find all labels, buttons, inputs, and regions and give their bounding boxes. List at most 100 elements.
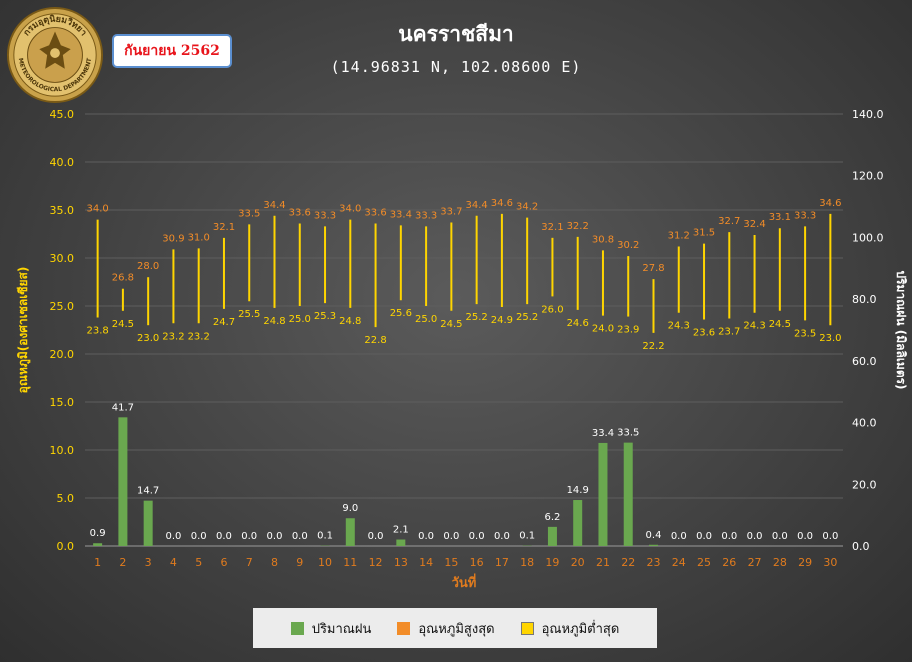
tmin-value-label: 24.0 [592, 324, 614, 335]
x-tick-label: 21 [596, 556, 610, 569]
x-tick-label: 25 [697, 556, 711, 569]
rain-bar [547, 526, 557, 546]
legend-item-tmax: อุณหภูมิสูงสุด [397, 618, 495, 639]
left-tick-label: 5.0 [57, 492, 75, 505]
tmin-value-label: 24.7 [213, 317, 235, 328]
rain-bars [93, 417, 658, 546]
tmax-value-label: 32.1 [541, 222, 563, 233]
legend-label-tmin: อุณหภูมิต่ำสุด [541, 621, 620, 637]
tmax-value-label: 34.6 [491, 198, 513, 209]
rain-value-label: 6.2 [544, 512, 560, 523]
tmax-value-label: 33.3 [415, 210, 437, 221]
tmax-value-label: 32.7 [718, 216, 740, 227]
legend-label-tmax: อุณหภูมิสูงสุด [418, 621, 495, 637]
rain-value-label: 0.0 [747, 531, 763, 542]
tmax-value-label: 32.2 [567, 221, 589, 232]
rain-value-label: 0.0 [191, 531, 207, 542]
x-tick-label: 13 [394, 556, 408, 569]
left-axis-label: อุณหภูมิ(องศาเซลเซียส) [16, 267, 31, 394]
rain-value-label: 2.1 [393, 525, 409, 536]
legend-swatch-tmax [397, 621, 411, 635]
legend-item-tmin: อุณหภูมิต่ำสุด [520, 618, 620, 639]
x-tick-label: 18 [520, 556, 534, 569]
x-tick-label: 27 [748, 556, 762, 569]
tmax-value-label: 34.0 [87, 204, 109, 215]
left-tick-label: 10.0 [50, 444, 75, 457]
tmax-value-label: 34.0 [339, 204, 361, 215]
tmax-value-label: 33.6 [364, 207, 386, 218]
rain-value-label: 0.0 [772, 531, 788, 542]
left-tick-label: 0.0 [57, 540, 75, 553]
tmax-value-label: 30.8 [592, 234, 614, 245]
left-tick-label: 45.0 [50, 108, 75, 121]
x-tick-label: 16 [470, 556, 484, 569]
rain-value-label: 33.4 [592, 428, 614, 439]
left-tick-label: 35.0 [50, 204, 75, 217]
x-tick-label: 29 [798, 556, 812, 569]
tmin-value-label: 23.9 [617, 325, 639, 336]
tmin-value-label: 24.5 [440, 319, 462, 330]
tmax-value-label: 30.2 [617, 240, 639, 251]
tmin-value-label: 23.8 [87, 326, 109, 337]
x-tick-label: 5 [195, 556, 202, 569]
tmin-value-label: 25.2 [516, 312, 538, 323]
tmax-value-label: 28.0 [137, 261, 159, 272]
rain-value-label: 0.1 [519, 531, 535, 542]
tmin-value-label: 24.9 [491, 315, 513, 326]
tmin-value-label: 25.0 [289, 314, 311, 325]
temperature-ranges [96, 213, 832, 333]
tmin-value-label: 23.0 [819, 333, 841, 344]
right-tick-label: 60.0 [852, 355, 877, 368]
tmin-value-label: 25.2 [466, 312, 488, 323]
tmin-value-label: 25.6 [390, 308, 412, 319]
rain-value-label: 0.0 [443, 531, 459, 542]
x-tick-label: 20 [571, 556, 585, 569]
tmax-value-label: 32.4 [743, 219, 765, 230]
legend-swatch-rain [290, 621, 304, 635]
tmax-value-label: 34.2 [516, 202, 538, 213]
chart-title: นครราชสีมา [398, 22, 514, 46]
rain-value-label: 0.0 [696, 531, 712, 542]
rain-value-label: 0.0 [292, 531, 308, 542]
tmax-value-label: 32.1 [213, 222, 235, 233]
tmax-value-label: 33.3 [314, 210, 336, 221]
rain-bar [396, 539, 406, 546]
right-tick-label: 100.0 [852, 231, 884, 244]
right-tick-label: 80.0 [852, 293, 877, 306]
tmax-value-label: 34.6 [819, 198, 841, 209]
tmin-value-label: 24.8 [263, 316, 285, 327]
tmin-value-label: 22.2 [642, 341, 664, 352]
tmax-value-label: 31.2 [668, 230, 690, 241]
rain-value-label: 14.7 [137, 486, 159, 497]
tmin-value-label: 24.6 [567, 318, 589, 329]
tmax-value-label: 31.5 [693, 228, 715, 239]
tmax-value-label: 33.7 [440, 206, 462, 217]
right-tick-label: 140.0 [852, 108, 884, 121]
rain-bar [143, 500, 153, 546]
rain-value-label: 0.0 [494, 531, 510, 542]
rain-value-label: 0.0 [216, 531, 232, 542]
tmd-logo: กรมอุตุนิยมวิทยา METEOROLOGICAL DEPARTME… [6, 6, 104, 104]
rain-bar [345, 518, 355, 546]
x-tick-label: 9 [296, 556, 303, 569]
tmax-value-label: 34.4 [263, 200, 285, 211]
x-tick-label: 22 [621, 556, 635, 569]
left-tick-label: 15.0 [50, 396, 75, 409]
x-tick-label: 14 [419, 556, 433, 569]
tmin-value-label: 25.5 [238, 309, 260, 320]
tmax-value-label: 30.9 [162, 233, 184, 244]
rain-value-label: 0.4 [646, 530, 662, 541]
tmax-value-label: 26.8 [112, 273, 134, 284]
rain-value-label: 0.1 [317, 531, 333, 542]
station-coordinates: (14.96831 N, 102.08600 E) [330, 58, 582, 76]
left-tick-label: 25.0 [50, 300, 75, 313]
left-axis-ticks: 0.0 5.0 10.0 15.0 20.0 25.0 30.0 35.0 40.0 45.0 [50, 108, 75, 553]
rain-value-label: 0.0 [368, 531, 384, 542]
x-tick-label: 23 [647, 556, 661, 569]
x-tick-label: 17 [495, 556, 509, 569]
right-tick-label: 120.0 [852, 170, 884, 183]
rain-bar [649, 544, 658, 546]
right-tick-label: 20.0 [852, 478, 877, 491]
